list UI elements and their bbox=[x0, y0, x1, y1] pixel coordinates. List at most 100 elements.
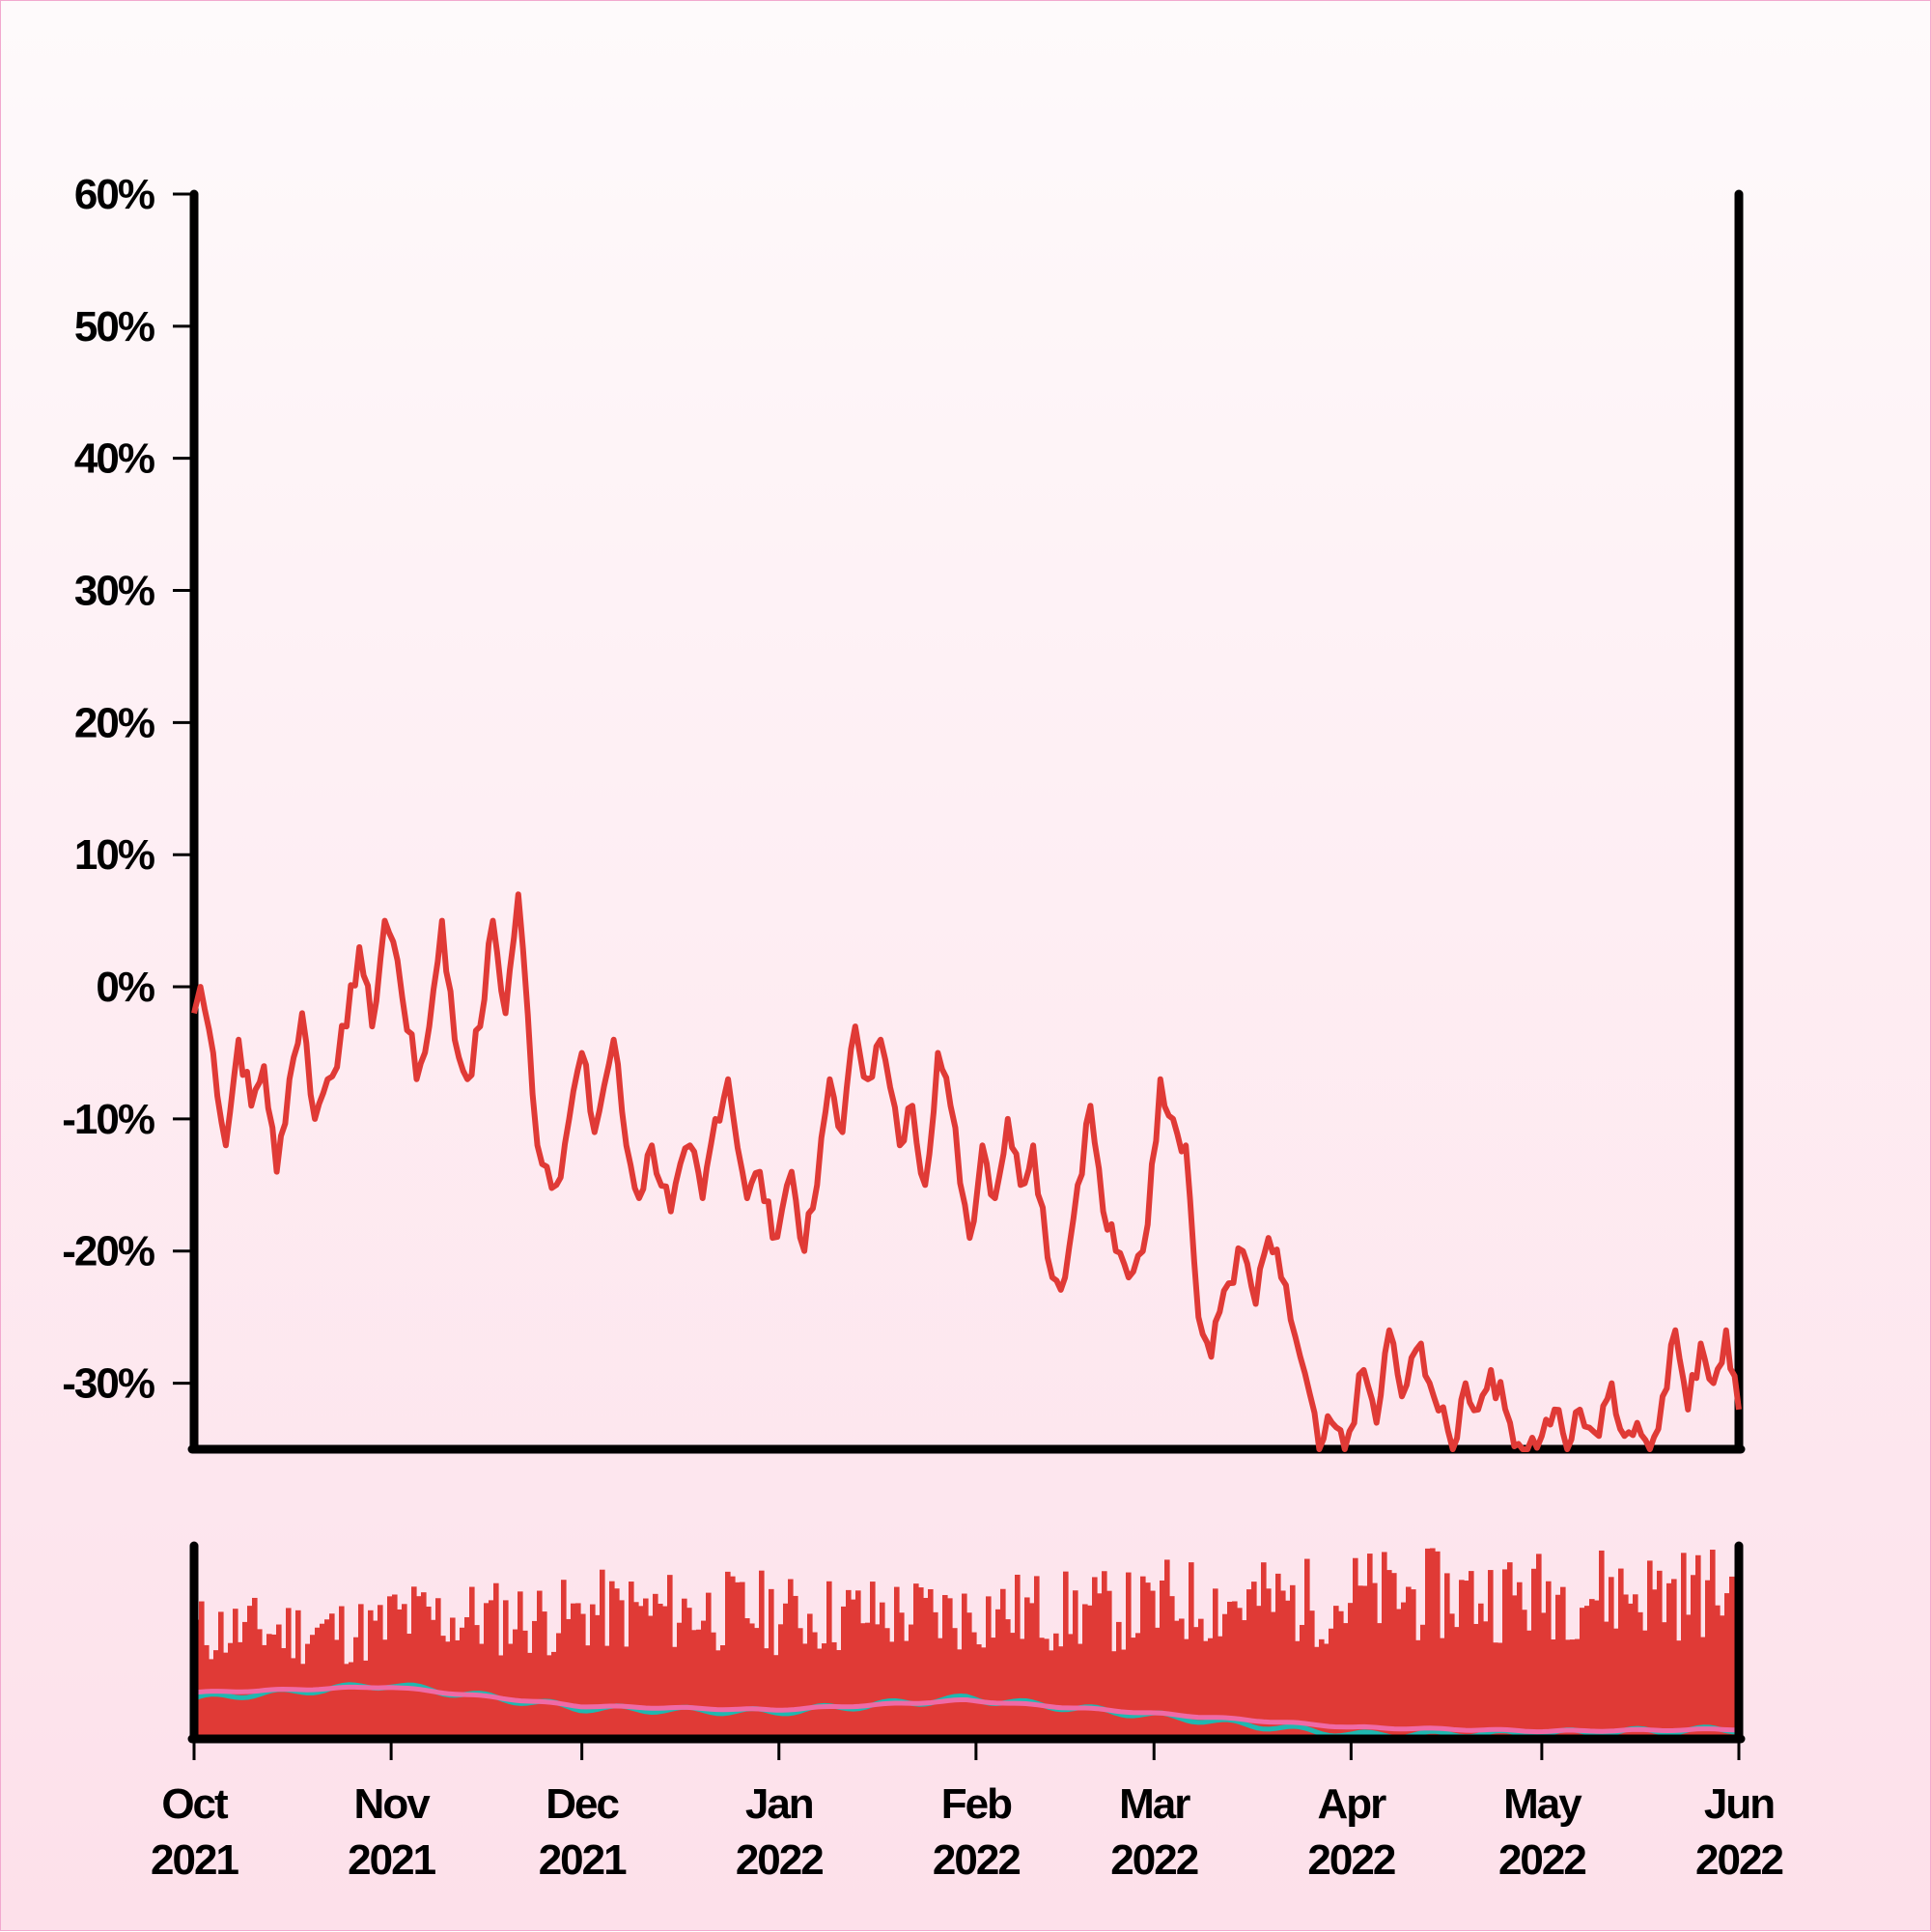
volume-bar bbox=[1493, 1642, 1498, 1739]
volume-bar bbox=[527, 1652, 533, 1739]
volume-bar bbox=[1401, 1602, 1407, 1739]
volume-bar bbox=[918, 1587, 924, 1739]
volume-bar bbox=[349, 1662, 354, 1739]
volume-bar bbox=[648, 1615, 654, 1739]
volume-bar bbox=[1164, 1559, 1170, 1739]
volume-bar bbox=[1362, 1585, 1368, 1739]
volume-bar bbox=[1343, 1623, 1349, 1739]
volume-bar bbox=[1502, 1569, 1508, 1739]
volume-bar bbox=[1015, 1574, 1021, 1739]
volume-bar bbox=[1097, 1593, 1103, 1739]
volume-bar bbox=[860, 1623, 866, 1739]
volume-bar bbox=[1391, 1573, 1397, 1739]
volume-bar bbox=[966, 1612, 972, 1739]
volume-bar bbox=[1599, 1550, 1605, 1739]
volume-bar bbox=[889, 1641, 895, 1739]
volume-bar bbox=[1430, 1548, 1436, 1739]
volume-bar bbox=[1029, 1603, 1035, 1739]
volume-bar bbox=[1116, 1621, 1122, 1739]
volume-bar bbox=[875, 1624, 881, 1739]
volume-bar bbox=[1077, 1643, 1083, 1739]
volume-ma-long bbox=[193, 1684, 1739, 1735]
volume-bar bbox=[1512, 1595, 1518, 1739]
volume-bar bbox=[1087, 1605, 1093, 1739]
volume-bar bbox=[542, 1611, 547, 1739]
volume-bar bbox=[686, 1608, 692, 1739]
y-tick-label: -10% bbox=[62, 1096, 154, 1143]
price-panel: 60% 50% 40% 30% 20% 10% 0% -10% -20% -30% bbox=[62, 171, 1746, 1454]
volume-bar bbox=[199, 1601, 205, 1739]
volume-bar bbox=[1367, 1554, 1373, 1739]
volume-bar bbox=[1396, 1609, 1402, 1739]
volume-bar bbox=[880, 1602, 885, 1739]
volume-bar bbox=[378, 1605, 383, 1739]
volume-bar bbox=[416, 1596, 422, 1739]
volume-bar bbox=[1213, 1588, 1218, 1739]
y-tick-label: 60% bbox=[74, 171, 154, 218]
volume-bar bbox=[904, 1640, 910, 1739]
volume-bar bbox=[962, 1593, 967, 1739]
volume-bar bbox=[1198, 1618, 1204, 1739]
volume-bar bbox=[629, 1582, 634, 1739]
volume-bar bbox=[894, 1586, 900, 1739]
volume-bar bbox=[672, 1646, 678, 1739]
volume-bar bbox=[1314, 1646, 1320, 1739]
volume-bar bbox=[585, 1645, 591, 1739]
volume-bar bbox=[218, 1611, 224, 1739]
x-tick-year-label: 2022 bbox=[1307, 1836, 1394, 1884]
x-tick-year-label: 2022 bbox=[1498, 1836, 1585, 1884]
x-tick-month-label: Apr bbox=[1317, 1780, 1386, 1828]
volume-bar bbox=[1174, 1620, 1180, 1739]
volume-bar bbox=[1329, 1628, 1334, 1739]
volume-bar bbox=[1280, 1590, 1286, 1739]
y-tick-label: 50% bbox=[74, 303, 154, 350]
volume-bar bbox=[571, 1603, 576, 1739]
volume-bar bbox=[1082, 1604, 1088, 1739]
volume-bar bbox=[281, 1647, 287, 1739]
volume-bar bbox=[884, 1628, 890, 1739]
x-tick-month-label: Oct bbox=[161, 1780, 229, 1828]
volume-bar bbox=[455, 1639, 461, 1739]
volume-bar bbox=[696, 1629, 702, 1739]
volume-bar bbox=[266, 1634, 272, 1739]
volume-bar bbox=[1169, 1596, 1175, 1739]
volume-bar bbox=[460, 1627, 465, 1739]
volume-bar bbox=[600, 1569, 605, 1739]
volume-bar bbox=[933, 1611, 938, 1739]
volume-bar bbox=[1618, 1568, 1624, 1739]
volume-bar bbox=[1024, 1597, 1030, 1739]
x-tick-year-label: 2021 bbox=[539, 1836, 627, 1884]
volume-bar bbox=[1217, 1636, 1223, 1739]
volume-bar bbox=[1676, 1640, 1682, 1739]
volume-bar bbox=[909, 1624, 914, 1739]
volume-bar bbox=[865, 1622, 871, 1739]
volume-bar bbox=[1290, 1584, 1296, 1739]
volume-bar bbox=[1145, 1582, 1151, 1739]
volume-bar bbox=[1628, 1603, 1634, 1739]
volume-bar bbox=[1710, 1550, 1716, 1739]
volume-bar bbox=[1131, 1638, 1136, 1739]
volume-bar bbox=[440, 1636, 446, 1739]
volume-bar bbox=[1420, 1624, 1426, 1739]
volume-bar bbox=[1570, 1639, 1576, 1739]
volume-bar bbox=[1237, 1608, 1243, 1739]
volume-bar bbox=[1705, 1580, 1711, 1739]
volume-bar bbox=[1053, 1633, 1059, 1739]
volume-bar bbox=[846, 1589, 852, 1739]
volume-bar bbox=[691, 1630, 697, 1739]
volume-bar bbox=[1184, 1638, 1189, 1739]
volume-bar bbox=[1039, 1638, 1045, 1739]
volume-bar bbox=[1594, 1600, 1600, 1739]
volume-bar bbox=[614, 1588, 620, 1739]
volume-bar bbox=[986, 1596, 992, 1739]
volume-bar bbox=[1729, 1576, 1735, 1739]
volume-bar bbox=[711, 1632, 716, 1739]
volume-bar bbox=[1049, 1650, 1054, 1739]
volume-bar bbox=[1715, 1605, 1721, 1739]
volume-bar bbox=[1242, 1620, 1247, 1739]
volume-bar bbox=[1386, 1570, 1392, 1739]
volume-bar bbox=[1121, 1649, 1127, 1739]
volume-bar bbox=[981, 1647, 987, 1739]
volume-bar bbox=[744, 1618, 750, 1739]
